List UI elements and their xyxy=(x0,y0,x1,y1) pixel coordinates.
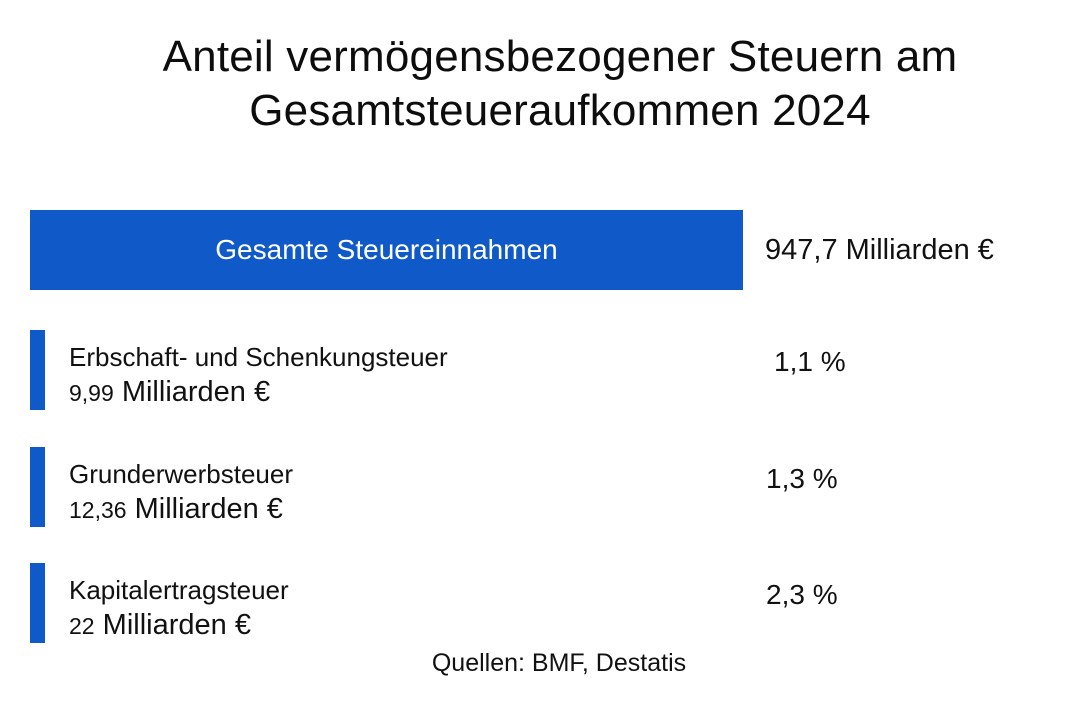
tax-amount-number: 9,99 xyxy=(69,380,114,406)
tax-amount: 22 Milliarden € xyxy=(69,609,251,642)
tax-amount-unit: Milliarden € xyxy=(134,493,283,525)
chart-title: Anteil vermögensbezogener Steuern am Ges… xyxy=(0,30,1080,138)
tax-percent: 1,3 % xyxy=(766,463,838,494)
tax-amount-unit: Milliarden € xyxy=(102,609,251,641)
tax-amount-unit: Milliarden € xyxy=(121,376,271,408)
chart-title-line-1: Anteil vermögensbezogener Steuern am xyxy=(162,32,958,81)
tax-amount: 9,99 Milliarden € xyxy=(69,376,270,409)
tax-row-marker xyxy=(30,447,45,527)
source-note: Quellen: BMF, Destatis xyxy=(431,649,687,677)
tax-row-capital-gains: Kapitalertragsteuer 22 Milliarden € 2,3 … xyxy=(30,563,1030,643)
tax-amount-number: 12,36 xyxy=(69,497,127,523)
tax-row-marker xyxy=(30,563,45,643)
chart-title-line-2: Gesamtsteueraufkommen 2024 xyxy=(249,86,871,135)
tax-percent: 2,3 % xyxy=(766,579,838,610)
tax-row-inheritance: Erbschaft- und Schenkungsteuer 9,99 Mill… xyxy=(30,330,1030,410)
tax-row-land-transfer: Grunderwerbsteuer 12,36 Milliarden € 1,3… xyxy=(30,447,1030,527)
total-revenue-value: 947,7 Milliarden € xyxy=(765,234,994,266)
tax-name: Grunderwerbsteuer xyxy=(69,459,293,489)
tax-row-marker xyxy=(30,330,45,410)
tax-amount: 12,36 Milliarden € xyxy=(69,493,283,526)
total-revenue-bar: Gesamte Steuereinnahmen xyxy=(30,210,743,290)
tax-amount-number: 22 xyxy=(69,613,95,639)
tax-name: Erbschaft- und Schenkungsteuer xyxy=(69,342,448,372)
tax-name: Kapitalertragsteuer xyxy=(69,575,289,605)
tax-percent: 1,1 % xyxy=(774,346,846,377)
total-revenue-label: Gesamte Steuereinnahmen xyxy=(215,234,558,265)
